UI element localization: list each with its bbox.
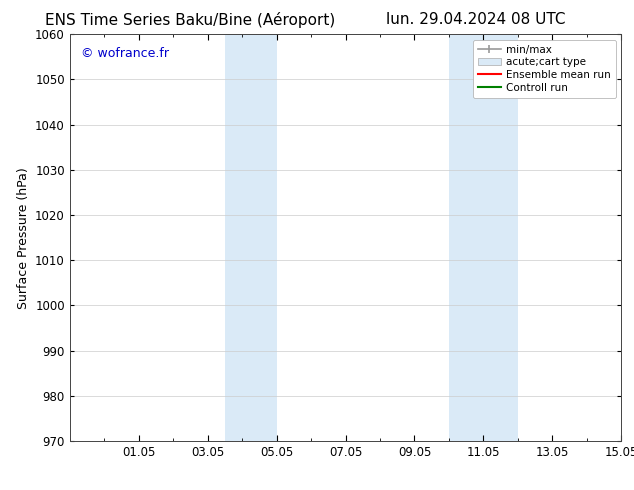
Text: lun. 29.04.2024 08 UTC: lun. 29.04.2024 08 UTC [385, 12, 566, 27]
Legend: min/max, acute;cart type, Ensemble mean run, Controll run: min/max, acute;cart type, Ensemble mean … [473, 40, 616, 98]
Y-axis label: Surface Pressure (hPa): Surface Pressure (hPa) [16, 167, 30, 309]
Text: © wofrance.fr: © wofrance.fr [81, 47, 169, 59]
Text: ENS Time Series Baku/Bine (Aéroport): ENS Time Series Baku/Bine (Aéroport) [45, 12, 335, 28]
Bar [225, 34, 276, 441]
Bar [449, 34, 518, 441]
